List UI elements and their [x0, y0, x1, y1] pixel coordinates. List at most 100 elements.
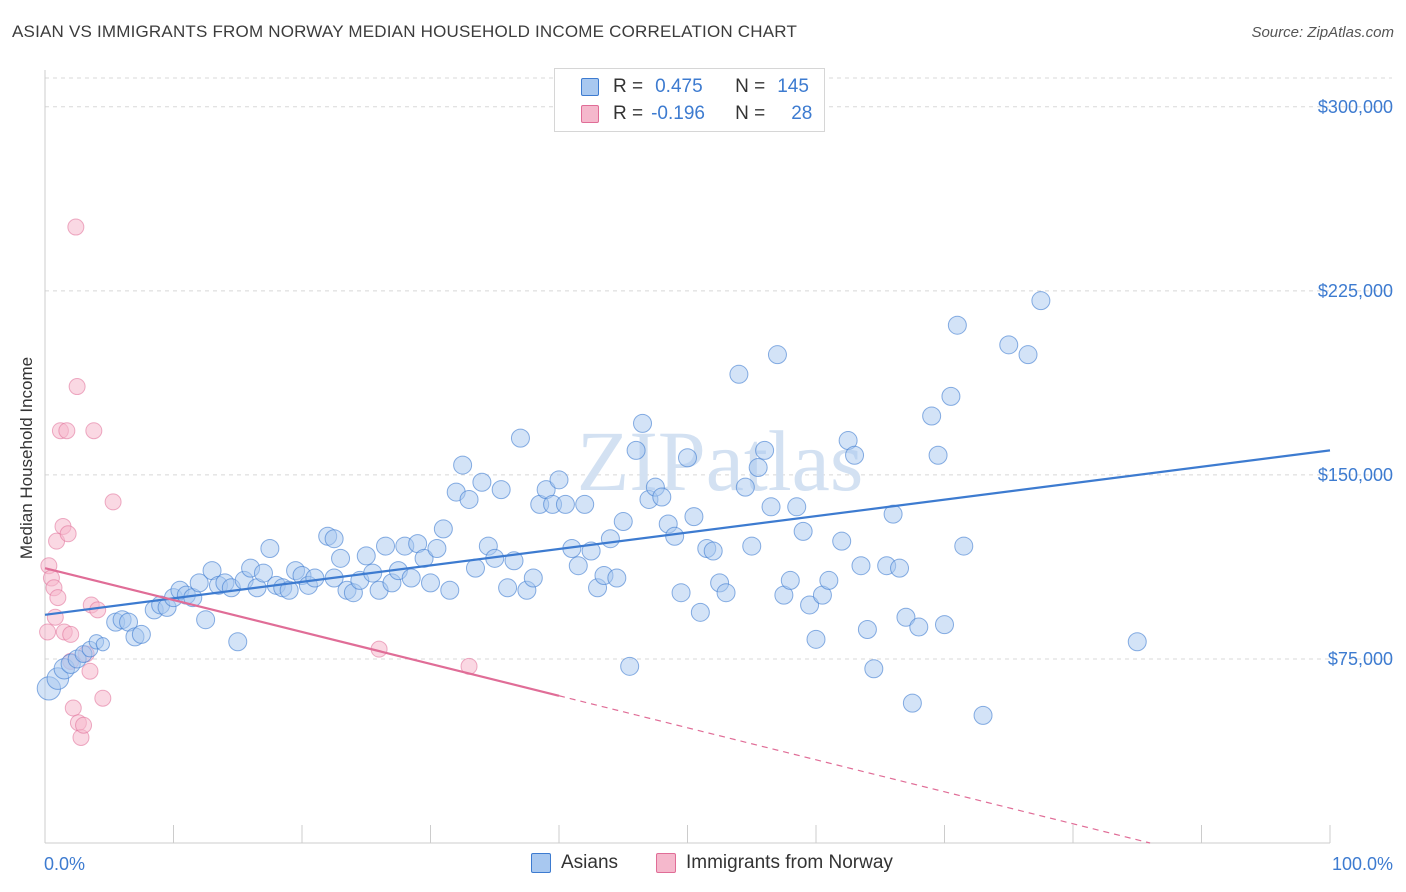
asian-point	[613, 512, 633, 532]
asian-point	[703, 541, 723, 561]
y-tick-labels: $75,000 $150,000 $225,000 $300,000	[1318, 97, 1393, 669]
asian-point	[845, 445, 865, 465]
norway-trend-line	[44, 567, 560, 697]
y-axis-label: Median Household Income	[17, 357, 36, 559]
asian-point	[600, 529, 620, 549]
asian-point	[279, 580, 299, 600]
asian-point	[196, 610, 216, 630]
norway-point	[62, 625, 80, 643]
asian-point	[465, 558, 485, 578]
norway-point	[39, 623, 57, 641]
axes	[44, 70, 1331, 844]
asian-point	[787, 497, 807, 517]
correlation-legend: R = 0.475 N = 145 R = -0.196 N = 28	[554, 68, 825, 132]
asian-n-label: N =	[735, 76, 766, 97]
asian-point	[806, 629, 826, 649]
asians-legend-swatch	[531, 853, 551, 873]
asian-point	[523, 568, 543, 588]
norway-r-value: -0.196	[651, 103, 705, 124]
x-tick-label: 100.0%	[1332, 854, 1393, 874]
asian-point	[1127, 632, 1147, 652]
asian-point	[896, 607, 916, 627]
asian-point	[857, 620, 877, 640]
asian-point	[793, 521, 813, 541]
norway-n-label: N =	[735, 103, 766, 124]
asian-point	[459, 489, 479, 509]
x-tick-labels: 0.0% 100.0%	[44, 854, 1393, 874]
legend-item-norway: Immigrants from Norway	[656, 852, 893, 874]
asian-point	[947, 315, 967, 335]
asian-point	[510, 428, 530, 448]
asian-point	[735, 477, 755, 497]
watermark: ZIPatlas	[577, 413, 864, 509]
asian-point	[401, 568, 421, 588]
norway-point	[94, 689, 112, 707]
asian-point	[421, 573, 440, 593]
x-tick-label: 0.0%	[44, 854, 85, 874]
asian-point	[555, 494, 575, 514]
asian-swatch	[581, 78, 599, 96]
asian-point	[761, 497, 781, 517]
asian-series	[36, 291, 1147, 725]
asian-point	[1031, 291, 1051, 311]
asian-point	[755, 440, 775, 460]
norway-point	[89, 601, 107, 619]
asians-legend-label: Asians	[561, 852, 619, 873]
asian-point	[607, 568, 627, 588]
asian-point	[678, 448, 697, 468]
asian-point	[472, 472, 492, 492]
asian-point	[864, 659, 884, 679]
asian-point	[228, 632, 248, 652]
asian-r-value: 0.475	[655, 76, 703, 97]
norway-point	[67, 218, 85, 236]
norway-swatch	[581, 105, 599, 123]
norway-point	[68, 378, 86, 396]
asian-point	[935, 615, 954, 635]
asian-point	[922, 406, 942, 426]
asian-point	[491, 480, 511, 500]
norway-point	[64, 699, 82, 717]
asian-point	[356, 546, 376, 566]
norway-point	[85, 422, 103, 440]
asian-point	[716, 583, 736, 603]
asian-r-label: R =	[613, 76, 644, 97]
series-legend: Asians Immigrants from Norway	[0, 852, 1406, 878]
asian-point	[376, 536, 396, 556]
asian-point	[819, 570, 839, 590]
norway-n-value: 28	[791, 103, 813, 124]
asian-point	[671, 583, 691, 603]
asian-trend-line	[44, 449, 1331, 616]
asian-point	[189, 573, 209, 593]
trend-lines	[44, 449, 1331, 844]
y-tick-label: $300,000	[1318, 97, 1393, 117]
norway-r-label: R =	[613, 103, 644, 124]
asian-point	[941, 386, 961, 406]
norway-point	[59, 525, 77, 543]
chart-title: ASIAN VS IMMIGRANTS FROM NORWAY MEDIAN H…	[12, 22, 798, 41]
asian-point	[131, 624, 151, 644]
norway-point	[49, 589, 67, 607]
asian-point	[331, 548, 351, 568]
asian-point	[549, 470, 569, 490]
asian-point	[95, 637, 110, 652]
asian-point	[433, 519, 453, 539]
asian-point	[780, 570, 800, 590]
asian-point	[999, 335, 1019, 355]
asian-point	[498, 578, 518, 598]
norway-point	[58, 422, 76, 440]
asian-point	[427, 539, 447, 559]
asian-point	[973, 705, 993, 725]
asian-point	[748, 458, 768, 478]
legend-item-asians: Asians	[531, 852, 618, 874]
norway-point	[81, 662, 99, 680]
asian-point	[890, 558, 910, 578]
asian-point	[742, 536, 762, 556]
norway-series	[39, 218, 478, 746]
asian-point	[909, 617, 929, 637]
asian-point	[260, 539, 280, 559]
asian-point	[626, 440, 646, 460]
y-tick-label: $75,000	[1328, 649, 1393, 669]
norway-legend-swatch	[656, 853, 676, 873]
asian-point	[620, 656, 640, 676]
